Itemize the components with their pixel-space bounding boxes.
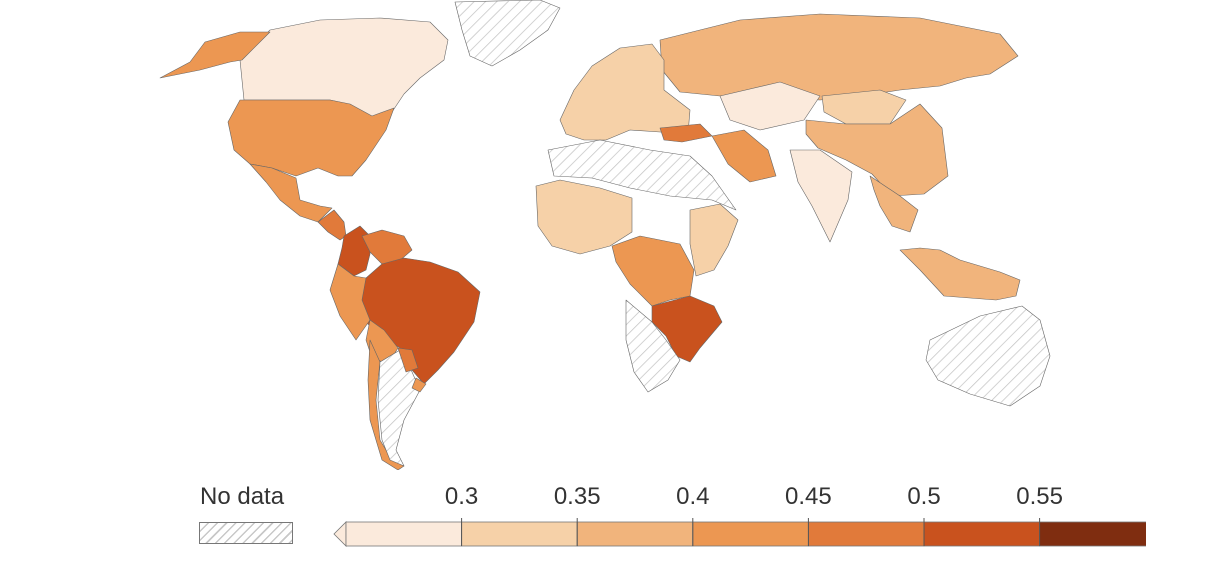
region-mexico bbox=[249, 163, 333, 223]
region-australia bbox=[925, 305, 1051, 407]
region-colombia bbox=[337, 225, 371, 277]
legend-tick-label: 0.45 bbox=[785, 483, 832, 510]
legend-bin-2 bbox=[576, 521, 694, 547]
legend-tick-label: 0.35 bbox=[553, 483, 601, 510]
legend-tick-label: 0.55 bbox=[1016, 483, 1063, 510]
region-china bbox=[805, 103, 949, 197]
region-north-africa bbox=[547, 139, 737, 211]
region-venezuela bbox=[361, 229, 413, 265]
region-uruguay bbox=[411, 377, 427, 393]
region-central-africa bbox=[611, 235, 695, 307]
legend-bin-3 bbox=[692, 521, 809, 547]
region-russia bbox=[659, 13, 1019, 101]
legend-arrow-left bbox=[333, 521, 347, 547]
region-kazakhstan bbox=[719, 81, 821, 131]
world-map bbox=[159, 0, 1051, 470]
region-alaska bbox=[159, 31, 271, 79]
region-west-africa bbox=[535, 179, 633, 255]
legend-no-data-swatch bbox=[199, 522, 293, 544]
legend-bin-6 bbox=[1039, 521, 1146, 547]
region-iran bbox=[711, 129, 777, 183]
region-turkey bbox=[659, 123, 713, 143]
region-southern-africa bbox=[651, 295, 723, 363]
legend-bin-4 bbox=[807, 521, 925, 547]
region-east-africa bbox=[689, 203, 739, 277]
legend-tick-label: 0.4 bbox=[676, 483, 710, 510]
legend-color-scale bbox=[333, 518, 1146, 547]
region-india bbox=[789, 149, 853, 243]
legend-no-data-label: No data bbox=[200, 483, 285, 510]
region-united-states bbox=[227, 99, 395, 177]
legend-tick-label: 0.5 bbox=[907, 483, 941, 510]
legend-tick-label: 0.3 bbox=[444, 483, 479, 510]
region-greenland bbox=[454, 0, 561, 67]
legend-bin-0 bbox=[345, 521, 462, 547]
legend-bin-1 bbox=[461, 521, 578, 547]
legend-bin-5 bbox=[923, 521, 1040, 547]
region-europe bbox=[559, 43, 691, 141]
map-canvas bbox=[159, 0, 1051, 470]
region-southeast-asia bbox=[869, 175, 919, 233]
region-indonesia bbox=[899, 247, 1021, 301]
region-south-africa bbox=[625, 299, 681, 393]
region-paraguay bbox=[397, 347, 419, 373]
region-mongolia bbox=[821, 89, 907, 125]
